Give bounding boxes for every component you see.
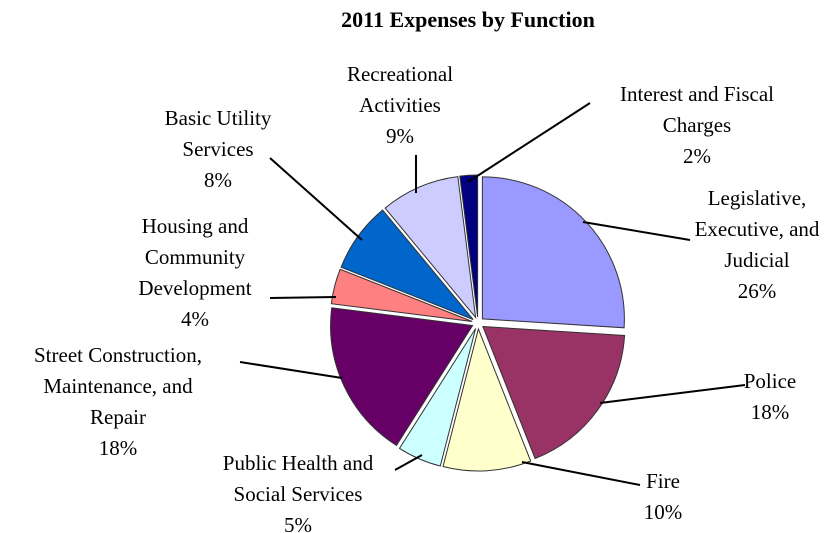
leader-line <box>521 461 641 486</box>
pie-slice <box>398 328 477 467</box>
pie-slice <box>330 307 474 447</box>
slice-label: Street Construction, <box>34 343 202 367</box>
slice-label: Housing and <box>142 214 249 238</box>
value-label: 8% <box>204 168 232 192</box>
slice-label: Development <box>138 276 251 300</box>
pie-slice <box>330 268 473 323</box>
slice-label: Executive, and <box>695 217 820 241</box>
leader-line <box>239 361 343 379</box>
leader-line <box>394 454 423 471</box>
slice-label: Recreational <box>347 62 453 86</box>
value-label: 26% <box>738 279 777 303</box>
leader-line <box>269 157 363 241</box>
value-label: 10% <box>644 500 683 524</box>
slice-label: Services <box>182 137 253 161</box>
leader-line <box>467 102 591 183</box>
leader-line <box>599 384 746 404</box>
slice-label: Community <box>145 245 246 269</box>
chart-title: 2011 Expenses by Function <box>341 7 595 32</box>
pie-slice <box>384 176 477 320</box>
leader-line <box>269 296 337 299</box>
slice-label: Fire <box>646 469 680 493</box>
value-label: 18% <box>99 436 138 460</box>
pie-slice <box>442 327 532 472</box>
value-label: 4% <box>181 307 209 331</box>
pie-slice <box>482 325 626 460</box>
value-label: 18% <box>751 400 790 424</box>
value-label: 5% <box>284 513 312 533</box>
value-label: 2% <box>683 144 711 168</box>
slice-label: Interest and Fiscal <box>620 82 774 106</box>
slice-label: Repair <box>90 405 146 429</box>
value-label: 9% <box>386 124 414 148</box>
slice-label: Charges <box>663 113 731 137</box>
pie-slice <box>481 176 625 329</box>
slice-label: Activities <box>359 93 441 117</box>
slice-label: Judicial <box>724 248 789 272</box>
slice-label: Maintenance, and <box>43 374 193 398</box>
slice-label: Public Health and <box>223 451 374 475</box>
leader-line <box>582 221 691 241</box>
slice-label: Police <box>744 369 797 393</box>
slice-label: Basic Utility <box>165 106 272 130</box>
slice-label: Social Services <box>234 482 363 506</box>
slice-label: Legislative, <box>708 186 807 210</box>
